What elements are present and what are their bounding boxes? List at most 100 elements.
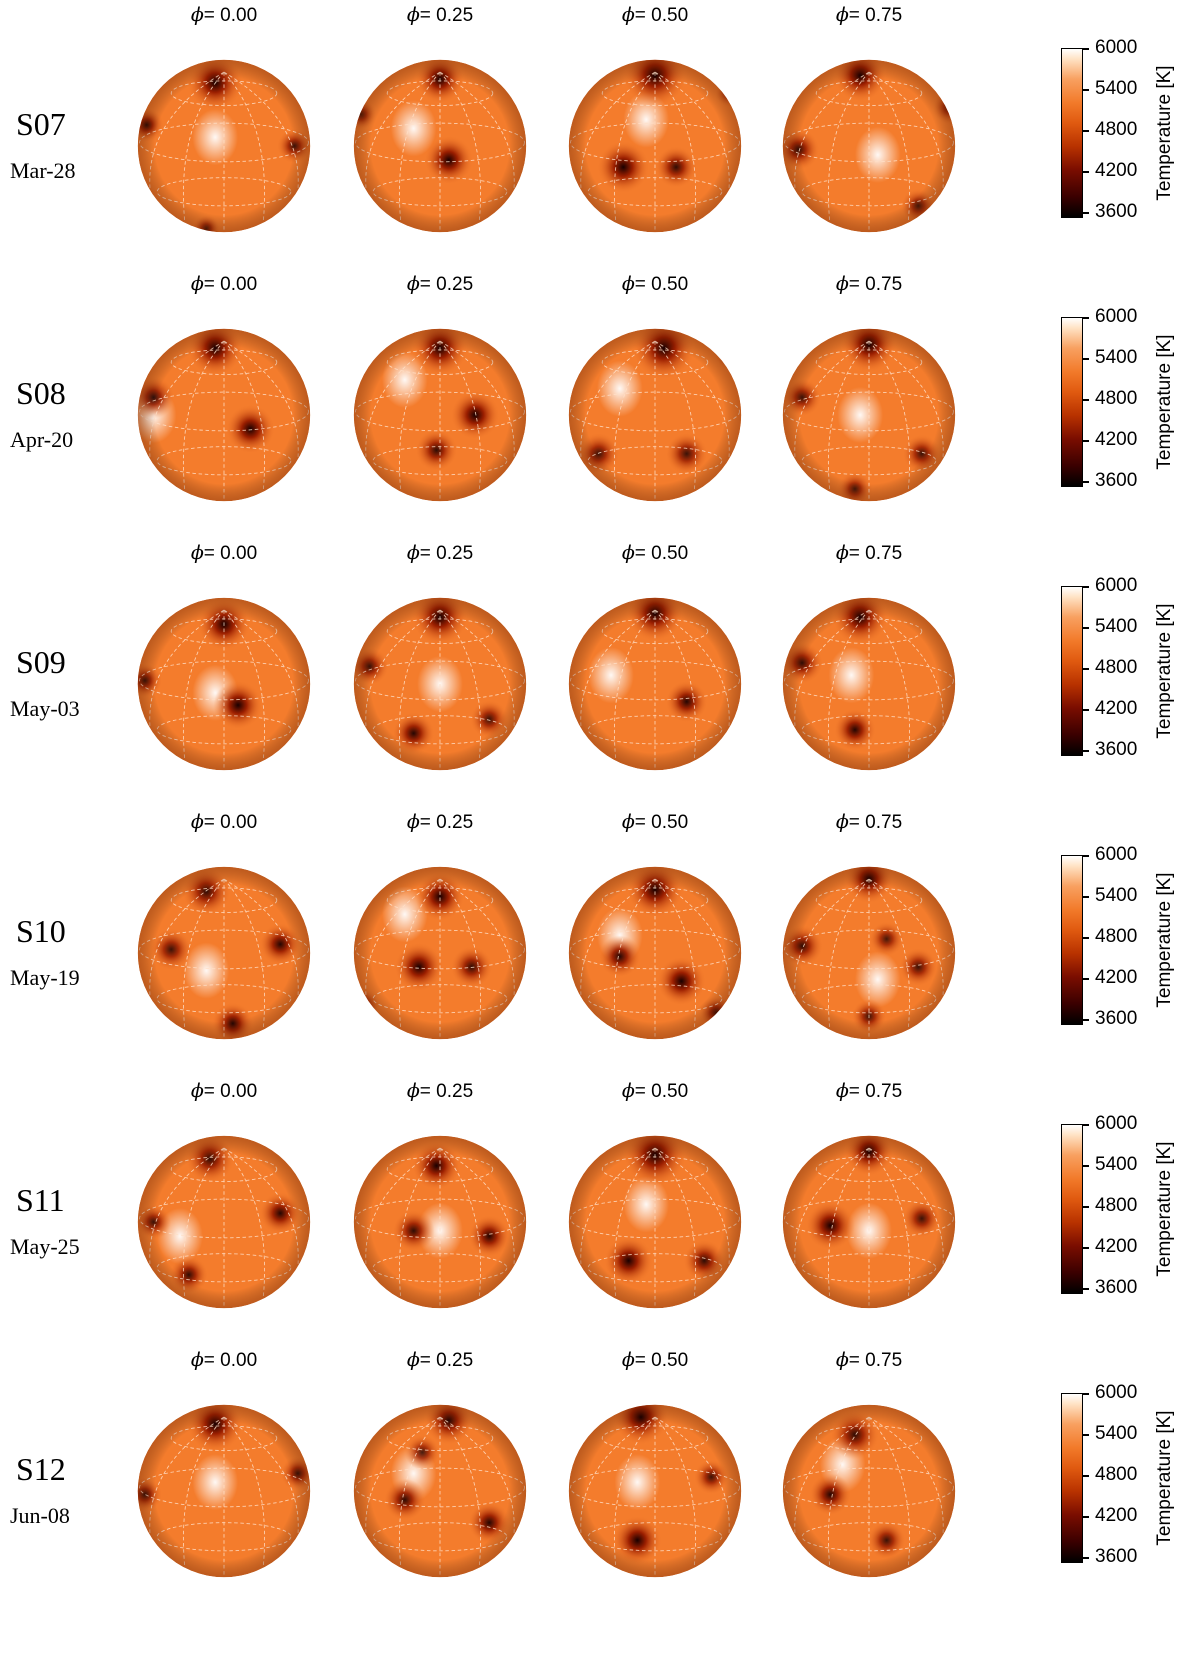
phase-value: 0.50 (651, 543, 689, 564)
phase-symbol: ϕ (835, 273, 849, 295)
colorbar-tick-label: 5400 (1095, 1154, 1138, 1175)
colorbar-title: Temperature [K] (1154, 1410, 1175, 1546)
phase-symbol: ϕ (190, 273, 204, 295)
phase-label: ϕ= 0.75 (769, 542, 969, 565)
stellar-surface-map (352, 327, 528, 503)
phase-label: ϕ= 0.00 (124, 542, 324, 565)
stellar-surface-map (567, 865, 743, 1041)
stellar-surface-map (567, 596, 743, 772)
phase-equals: = (419, 274, 437, 295)
colorbar-tick-label: 4800 (1095, 119, 1138, 140)
temperature-colorbar (1061, 1393, 1083, 1563)
phase-equals: = (203, 5, 221, 26)
colorbar-tick (1083, 627, 1089, 629)
colorbar-title: Temperature [K] (1154, 1141, 1175, 1277)
colorbar-tick-label: 6000 (1095, 37, 1138, 58)
phase-equals: = (634, 1350, 652, 1371)
colorbar-tick (1083, 1288, 1089, 1290)
phase-value: 0.25 (436, 5, 474, 26)
colorbar-tick (1083, 1206, 1089, 1208)
phase-equals: = (419, 812, 437, 833)
phase-label: ϕ= 0.00 (124, 1349, 324, 1372)
stellar-surface-map (352, 865, 528, 1041)
phase-equals: = (203, 274, 221, 295)
colorbar-tick-label: 5400 (1095, 885, 1138, 906)
map-row-s12: S12 Jun-08 ϕ= 0.00 ϕ= 0.25 (0, 1345, 1200, 1614)
stellar-surface-map (567, 58, 743, 234)
phase-equals: = (634, 812, 652, 833)
colorbar-tick (1083, 709, 1089, 711)
phase-symbol: ϕ (190, 811, 204, 833)
phase-equals: = (848, 543, 866, 564)
phase-equals: = (203, 1081, 221, 1102)
colorbar-tick-label: 3600 (1095, 470, 1138, 491)
phase-label: ϕ= 0.50 (555, 4, 755, 27)
phase-equals: = (848, 274, 866, 295)
phase-equals: = (848, 1081, 866, 1102)
phase-label: ϕ= 0.75 (769, 811, 969, 834)
colorbar-tick (1083, 1557, 1089, 1559)
stellar-surface-map (567, 1134, 743, 1310)
colorbar-tick (1083, 896, 1089, 898)
colorbar-tick (1083, 750, 1089, 752)
phase-symbol: ϕ (406, 1080, 420, 1102)
epoch-label: S08 (16, 375, 66, 411)
phase-label: ϕ= 0.25 (340, 542, 540, 565)
colorbar-tick-label: 4800 (1095, 926, 1138, 947)
phase-value: 0.00 (220, 274, 258, 295)
colorbar-tick (1083, 317, 1089, 319)
phase-label: ϕ= 0.50 (555, 811, 755, 834)
phase-value: 0.75 (865, 274, 903, 295)
colorbar-tick-label: 6000 (1095, 1113, 1138, 1134)
phase-value: 0.50 (651, 5, 689, 26)
colorbar-title: Temperature [K] (1154, 334, 1175, 470)
stellar-surface-map (136, 596, 312, 772)
phase-symbol: ϕ (621, 542, 635, 564)
phase-value: 0.75 (865, 812, 903, 833)
phase-label: ϕ= 0.25 (340, 4, 540, 27)
epoch-label: S10 (16, 913, 66, 949)
colorbar-tick-label: 4200 (1095, 1236, 1138, 1257)
phase-label: ϕ= 0.25 (340, 273, 540, 296)
phase-value: 0.75 (865, 5, 903, 26)
stellar-surface-map (567, 1403, 743, 1579)
phase-symbol: ϕ (621, 273, 635, 295)
phase-symbol: ϕ (835, 1349, 849, 1371)
colorbar-tick-label: 3600 (1095, 1546, 1138, 1567)
colorbar-tick-label: 4800 (1095, 657, 1138, 678)
phase-symbol: ϕ (835, 542, 849, 564)
phase-equals: = (634, 1081, 652, 1102)
colorbar-tick-label: 4200 (1095, 1505, 1138, 1526)
phase-label: ϕ= 0.00 (124, 273, 324, 296)
phase-value: 0.25 (436, 1350, 474, 1371)
phase-symbol: ϕ (406, 1349, 420, 1371)
colorbar-tick (1083, 1247, 1089, 1249)
phase-equals: = (848, 5, 866, 26)
stellar-surface-map (136, 327, 312, 503)
phase-symbol: ϕ (835, 1080, 849, 1102)
colorbar-tick-label: 4200 (1095, 429, 1138, 450)
phase-symbol: ϕ (406, 273, 420, 295)
phase-equals: = (419, 1081, 437, 1102)
temperature-colorbar (1061, 586, 1083, 756)
phase-label: ϕ= 0.50 (555, 542, 755, 565)
colorbar-title: Temperature [K] (1154, 603, 1175, 739)
map-row-s10: S10 May-19 ϕ= 0.00 ϕ= 0.25 (0, 807, 1200, 1076)
stellar-surface-map (352, 1134, 528, 1310)
stellar-surface-map (781, 596, 957, 772)
phase-value: 0.75 (865, 1350, 903, 1371)
phase-equals: = (419, 543, 437, 564)
colorbar-tick (1083, 978, 1089, 980)
phase-symbol: ϕ (621, 1080, 635, 1102)
phase-label: ϕ= 0.00 (124, 4, 324, 27)
phase-value: 0.50 (651, 1081, 689, 1102)
colorbar-tick (1083, 130, 1089, 132)
colorbar-tick (1083, 358, 1089, 360)
map-row-s09: S09 May-03 ϕ= 0.00 ϕ= 0.25 (0, 538, 1200, 807)
colorbar-tick (1083, 399, 1089, 401)
phase-label: ϕ= 0.75 (769, 4, 969, 27)
stellar-surface-map (136, 1403, 312, 1579)
stellar-surface-map (781, 58, 957, 234)
stellar-surface-map (781, 327, 957, 503)
phase-label: ϕ= 0.00 (124, 811, 324, 834)
